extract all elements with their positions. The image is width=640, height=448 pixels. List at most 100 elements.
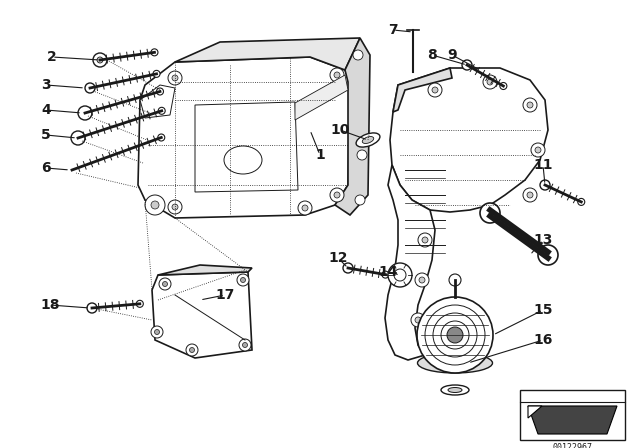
Ellipse shape — [417, 353, 493, 373]
Circle shape — [540, 180, 550, 190]
Circle shape — [357, 150, 367, 160]
Text: 9: 9 — [447, 48, 457, 62]
Circle shape — [523, 188, 537, 202]
Circle shape — [394, 269, 406, 281]
Text: 11: 11 — [533, 158, 553, 172]
Circle shape — [172, 204, 178, 210]
Circle shape — [353, 50, 363, 60]
Circle shape — [93, 53, 107, 67]
Circle shape — [71, 131, 85, 145]
Circle shape — [483, 75, 497, 89]
Circle shape — [418, 233, 432, 247]
Polygon shape — [140, 85, 175, 118]
Circle shape — [334, 72, 340, 78]
Circle shape — [330, 68, 344, 82]
Circle shape — [168, 71, 182, 85]
Text: 18: 18 — [40, 298, 60, 312]
Circle shape — [243, 343, 248, 348]
Circle shape — [487, 79, 493, 85]
Circle shape — [163, 281, 168, 287]
Circle shape — [538, 245, 558, 265]
Circle shape — [355, 195, 365, 205]
Circle shape — [87, 303, 97, 313]
Polygon shape — [295, 75, 348, 120]
Circle shape — [419, 277, 425, 283]
Circle shape — [449, 274, 461, 286]
Circle shape — [85, 83, 95, 93]
Ellipse shape — [441, 385, 469, 395]
Circle shape — [415, 317, 421, 323]
Circle shape — [97, 57, 103, 63]
Polygon shape — [175, 38, 360, 70]
Circle shape — [432, 87, 438, 93]
Polygon shape — [335, 38, 370, 215]
Polygon shape — [158, 265, 252, 275]
Circle shape — [189, 348, 195, 353]
Circle shape — [159, 278, 171, 290]
Text: 8: 8 — [427, 48, 437, 62]
Text: 1: 1 — [315, 148, 325, 162]
Text: 17: 17 — [215, 288, 235, 302]
Text: 10: 10 — [330, 123, 349, 137]
Circle shape — [527, 192, 533, 198]
Text: 14: 14 — [378, 265, 397, 279]
Circle shape — [95, 55, 105, 65]
Circle shape — [382, 271, 389, 278]
Circle shape — [241, 277, 246, 283]
Circle shape — [136, 300, 143, 307]
Circle shape — [151, 326, 163, 338]
Ellipse shape — [356, 133, 380, 147]
Circle shape — [531, 143, 545, 157]
Circle shape — [428, 83, 442, 97]
Circle shape — [422, 237, 428, 243]
Bar — [520, 390, 625, 440]
Text: 3: 3 — [41, 78, 51, 92]
Ellipse shape — [362, 137, 374, 143]
Circle shape — [153, 70, 160, 78]
Text: 5: 5 — [41, 128, 51, 142]
Polygon shape — [528, 406, 617, 434]
Circle shape — [154, 329, 159, 335]
Text: 15: 15 — [533, 303, 553, 317]
Circle shape — [186, 344, 198, 356]
Circle shape — [151, 201, 159, 209]
Text: 00122967: 00122967 — [552, 444, 593, 448]
Polygon shape — [385, 165, 435, 360]
Circle shape — [78, 106, 92, 120]
Text: 7: 7 — [388, 23, 398, 37]
Polygon shape — [195, 102, 298, 192]
Circle shape — [298, 201, 312, 215]
Circle shape — [527, 102, 533, 108]
Circle shape — [535, 147, 541, 153]
Text: 16: 16 — [533, 333, 553, 347]
Circle shape — [411, 313, 425, 327]
Polygon shape — [528, 406, 542, 418]
Text: 12: 12 — [328, 251, 348, 265]
Ellipse shape — [224, 146, 262, 174]
Circle shape — [480, 203, 500, 223]
Circle shape — [578, 198, 585, 205]
Text: 4: 4 — [41, 103, 51, 117]
Text: 13: 13 — [533, 233, 553, 247]
Polygon shape — [138, 57, 350, 218]
Ellipse shape — [448, 388, 462, 392]
Text: 2: 2 — [47, 50, 57, 64]
Circle shape — [417, 297, 493, 373]
Polygon shape — [390, 68, 548, 212]
Polygon shape — [393, 68, 452, 112]
Circle shape — [343, 263, 353, 273]
Circle shape — [330, 188, 344, 202]
Circle shape — [462, 60, 472, 70]
Text: 6: 6 — [41, 161, 51, 175]
Polygon shape — [152, 272, 252, 358]
Circle shape — [158, 108, 165, 114]
Circle shape — [239, 339, 251, 351]
Circle shape — [302, 205, 308, 211]
Circle shape — [523, 98, 537, 112]
Circle shape — [334, 192, 340, 198]
Circle shape — [168, 200, 182, 214]
Circle shape — [447, 327, 463, 343]
Circle shape — [172, 75, 178, 81]
Circle shape — [145, 195, 165, 215]
Circle shape — [158, 134, 164, 141]
